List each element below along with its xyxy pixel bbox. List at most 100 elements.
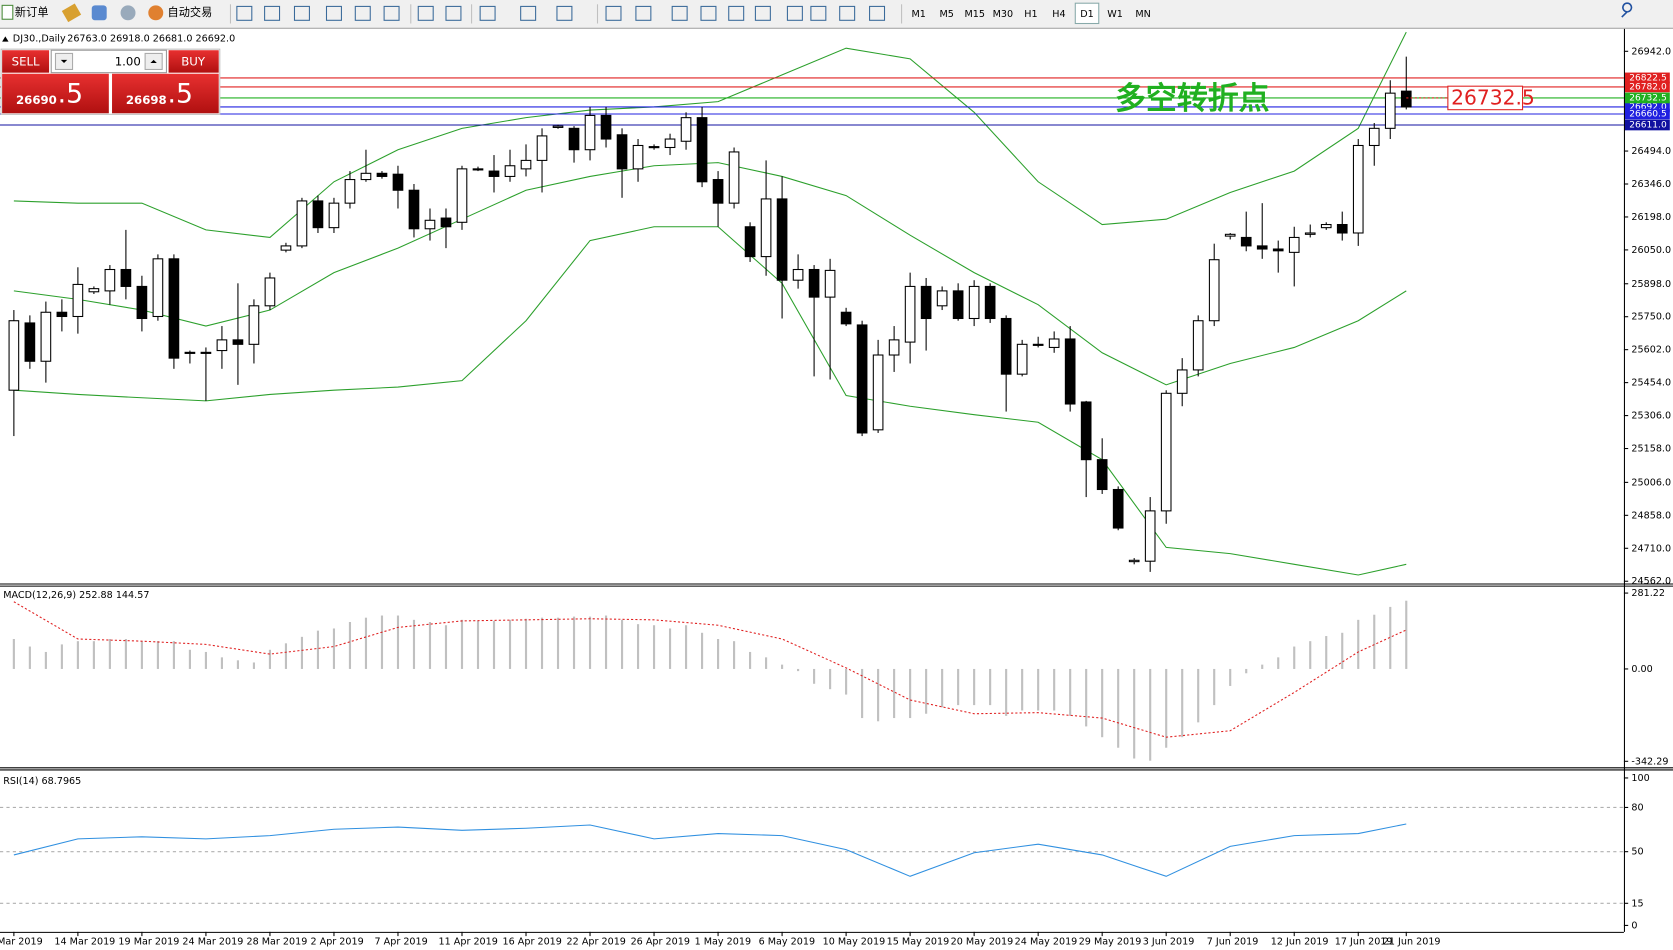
active-timeframe [1074,2,1100,25]
chart-window [0,28,1673,950]
volume-box[interactable] [50,49,167,74]
tool-icon[interactable] [869,5,886,21]
macd-bar [28,646,31,669]
auto-trading-button[interactable]: 自动交易 [148,5,212,21]
macd-bar [492,620,496,669]
candle-body [408,189,420,230]
tool-icon[interactable] [479,5,496,21]
macd-bar [652,625,656,669]
candle-body [344,179,356,204]
new-order-button[interactable]: 新订单 [1,4,49,20]
icon [1,4,14,20]
tool-icon[interactable] [839,5,856,21]
candle-body [1160,392,1172,512]
timeframe-button[interactable]: M30 [993,9,1014,20]
candle-body [680,117,692,142]
arrow [60,59,68,64]
tool-icon[interactable] [520,5,537,21]
time-label: 6 May 2019 [759,936,816,947]
ohlc-text: 26763.0 26918.0 26681.0 26692.0 [67,33,235,44]
macd-bar [765,657,768,669]
icon[interactable] [61,3,82,23]
timeframe-button[interactable]: M15 [965,9,986,20]
candle-body [792,268,804,281]
macd-bar [684,625,688,669]
search-icon[interactable] [1621,2,1633,18]
tool-icon[interactable] [605,5,622,21]
candle-body [840,311,852,325]
macd-bar [60,644,63,669]
rsi-tick-label: 15 [1631,898,1643,909]
ask-price-box[interactable] [112,73,219,114]
tool-icon[interactable] [754,5,771,21]
candle-body [504,165,516,177]
candle-body [1320,223,1332,229]
tool-icon[interactable] [445,5,462,21]
tool-icon[interactable] [728,5,745,21]
timeframe-button[interactable]: H4 [1052,9,1065,20]
macd-bar [909,668,912,719]
tool-icon[interactable] [786,5,803,21]
tool-icon[interactable] [700,5,717,21]
macd-bar [797,668,800,672]
tool-icon[interactable] [236,5,253,21]
timeframe-button[interactable]: MN [1135,9,1150,20]
tool-icon[interactable] [671,5,688,21]
time-label: 21 Jun 2019 [1383,936,1441,947]
tool-icon[interactable] [264,5,281,21]
macd-bar [941,668,944,708]
tool-icon[interactable] [325,5,342,21]
candle-body [1016,343,1028,375]
buy-label: BUY [181,54,206,68]
candle-body [632,144,644,170]
collapse-arrow[interactable] [2,36,9,42]
tool-icon[interactable] [354,5,371,21]
candle-body [56,311,68,318]
macd-bar [604,615,608,669]
macd-bar [957,668,960,706]
tool-icon[interactable] [635,5,652,21]
timeframe-button[interactable]: D1 [1080,9,1094,20]
macd-bar [1037,668,1040,711]
tool-icon[interactable] [383,5,400,21]
macd-bar [396,615,400,669]
candle-body [1192,320,1204,371]
candle-body [1128,559,1140,563]
candle-body [600,114,612,140]
tool-icon[interactable] [293,5,310,21]
buy-button[interactable] [168,50,219,73]
macd-tick-label: 0.00 [1631,664,1652,675]
timeframe-button[interactable]: H1 [1024,9,1037,20]
bollinger-upper [13,31,1407,239]
price-tick-label: 25006.0 [1631,477,1671,488]
timeframe-button[interactable]: W1 [1107,9,1123,20]
macd-bar [1213,668,1216,706]
tool-icon[interactable] [556,5,573,21]
time-label: 22 Apr 2019 [567,936,626,947]
candle-body [872,354,884,431]
candle-body [728,151,740,204]
time-label: 20 May 2019 [951,936,1014,947]
macd-panel: 281.22 0.00 -342.29 [12,588,1668,767]
candle-body [264,277,276,307]
candle-body [216,339,228,352]
timeframe-button[interactable]: M5 [940,9,954,20]
timeframe-button[interactable]: M1 [911,9,925,20]
price-label-box [1624,72,1670,84]
macd-bar [92,641,95,669]
ask-main: 26698 [126,93,167,107]
sell-button[interactable] [2,50,50,73]
candle-body [1000,317,1012,375]
macd-bar [588,616,592,669]
tool-icon[interactable] [417,5,434,21]
bid-price-box[interactable] [2,73,109,114]
price-label-box [1624,81,1670,93]
macd-bar [1293,646,1296,669]
tool-icon[interactable] [810,5,827,21]
time-label: 29 May 2019 [1079,936,1142,947]
price-label: 26822.5 [1629,73,1666,83]
icon[interactable] [120,5,136,21]
icon[interactable] [91,5,107,21]
candle-body [1288,236,1300,253]
time-label: 19 Mar 2019 [118,936,179,947]
